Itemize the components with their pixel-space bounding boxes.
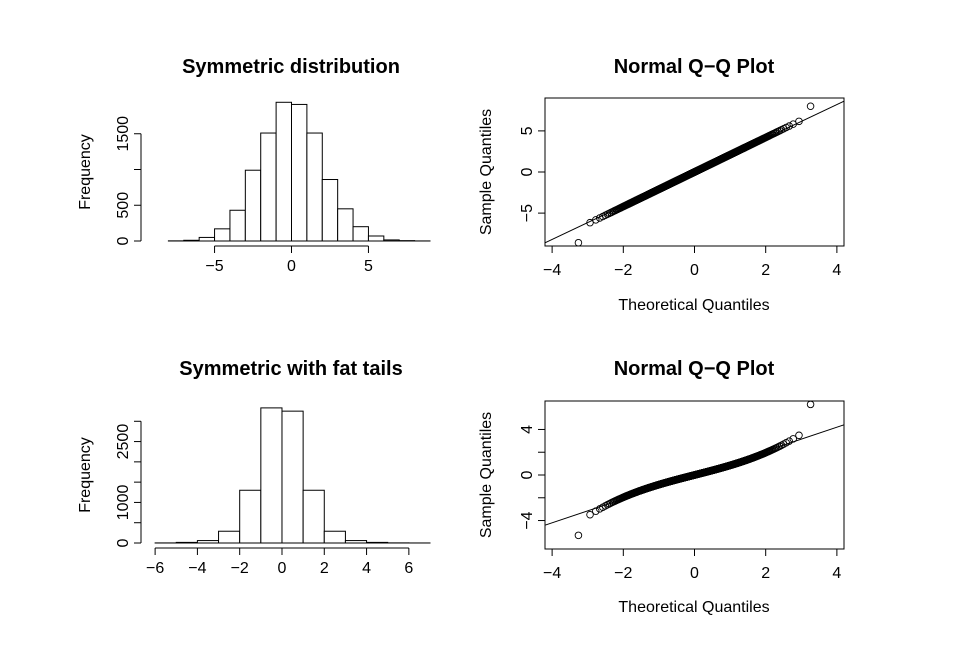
qq-point [795, 431, 803, 440]
histogram-bar [321, 179, 339, 242]
x-tick-label: −2 [614, 262, 632, 279]
histogram-bar [198, 236, 216, 242]
histogram-bar [260, 132, 277, 242]
histogram-bar [239, 489, 262, 544]
x-tick-label: −4 [543, 262, 561, 279]
histogram-bar [383, 239, 400, 242]
qq-reference-line [544, 424, 845, 526]
y-tick-label: 0 [115, 538, 132, 547]
qq-point [574, 531, 583, 540]
histogram-bar [183, 239, 200, 242]
histogram-bar [366, 541, 389, 544]
histogram-symmetric-panel: Symmetric distribution Frequency −5 0 5 0 50… [77, 56, 431, 275]
x-tick-label: −2 [231, 560, 249, 577]
qq-point [785, 437, 793, 445]
x-tick-label: 2 [320, 560, 329, 577]
histogram-bar [337, 208, 354, 242]
x-tick-label: 0 [278, 560, 287, 577]
histogram-bar [260, 407, 283, 544]
x-tick-label: −4 [543, 565, 561, 582]
plot-area: −4 −2 0 2 4 −4 0 4 [519, 400, 845, 582]
qq-point [806, 400, 815, 409]
y-tick-label: 1500 [115, 116, 132, 152]
y-tick-label: 0 [519, 470, 536, 479]
x-tick-label: 2 [761, 565, 770, 582]
x-axis-label: Theoretical Quantiles [618, 297, 769, 314]
histogram-bar [291, 103, 308, 242]
x-tick-label: 4 [362, 560, 371, 577]
chart-title: Symmetric distribution [182, 56, 400, 78]
histogram-bar [229, 209, 246, 242]
y-tick-label: 500 [115, 192, 132, 219]
histogram-bar [344, 540, 368, 544]
chart-title: Normal Q−Q Plot [614, 56, 775, 78]
qq-point [775, 442, 784, 450]
histogram-bar [302, 489, 325, 544]
y-tick-label: 0 [115, 236, 132, 245]
y-axis-label: Sample Quantiles [478, 109, 495, 235]
x-tick-label: −6 [146, 560, 164, 577]
y-axis-label: Frequency [77, 437, 94, 513]
y-tick-label: 0 [519, 167, 536, 176]
x-tick-label: 5 [364, 258, 373, 275]
histogram-bar [175, 541, 198, 544]
y-tick-label: −4 [519, 511, 536, 529]
qq-point [806, 102, 815, 110]
histogram-bar [323, 530, 346, 544]
qq-plot-fat-tails-panel: Normal Q−Q Plot Theoretical Quantiles Sa… [478, 358, 845, 616]
y-tick-label: 4 [519, 425, 536, 434]
x-axis-label: Theoretical Quantiles [618, 599, 769, 616]
y-axis-label: Frequency [77, 134, 94, 210]
x-tick-label: 2 [761, 262, 770, 279]
x-tick-label: 0 [287, 258, 296, 275]
y-axis-label: Sample Quantiles [478, 412, 495, 538]
plot-area: −5 0 5 0 500 1500 [115, 101, 431, 275]
histogram-bar [218, 530, 241, 544]
chart-title: Normal Q−Q Plot [614, 358, 775, 380]
qq-reference-line [544, 100, 845, 244]
chart-title: Symmetric with fat tails [179, 358, 402, 380]
x-tick-label: 6 [404, 560, 413, 577]
qq-point [574, 238, 583, 247]
x-tick-label: 4 [832, 565, 841, 582]
x-tick-label: −4 [188, 560, 206, 577]
qq-plot-symmetric-panel: Normal Q−Q Plot Theoretical Quantiles Sa… [478, 56, 845, 314]
histogram-bar [367, 235, 385, 242]
histogram-bar [352, 226, 369, 242]
x-tick-label: −5 [205, 258, 223, 275]
histogram-bar [306, 132, 323, 242]
x-tick-label: 0 [690, 565, 699, 582]
y-tick-label: 5 [519, 126, 536, 135]
x-tick-label: 4 [832, 262, 841, 279]
x-tick-label: −2 [614, 565, 632, 582]
y-tick-label: 1000 [115, 485, 132, 521]
qq-point [586, 510, 594, 519]
histogram-bar [214, 228, 231, 242]
x-tick-label: 0 [690, 262, 699, 279]
histogram-bar [196, 540, 220, 544]
histogram-fat-tails-panel: Symmetric with fat tails Frequency −6 −4−… [77, 358, 431, 577]
histogram-bar [281, 410, 304, 544]
y-tick-label: −5 [519, 204, 536, 222]
y-tick-label: 2500 [115, 424, 132, 460]
plot-area: −4 −2 0 2 4 −5 0 5 [519, 97, 845, 279]
histogram-bar [275, 101, 293, 242]
plot-area: −6 −4 −2 0 2 4 6 0 1000 2500 [115, 407, 431, 577]
histogram-bar [244, 169, 262, 242]
